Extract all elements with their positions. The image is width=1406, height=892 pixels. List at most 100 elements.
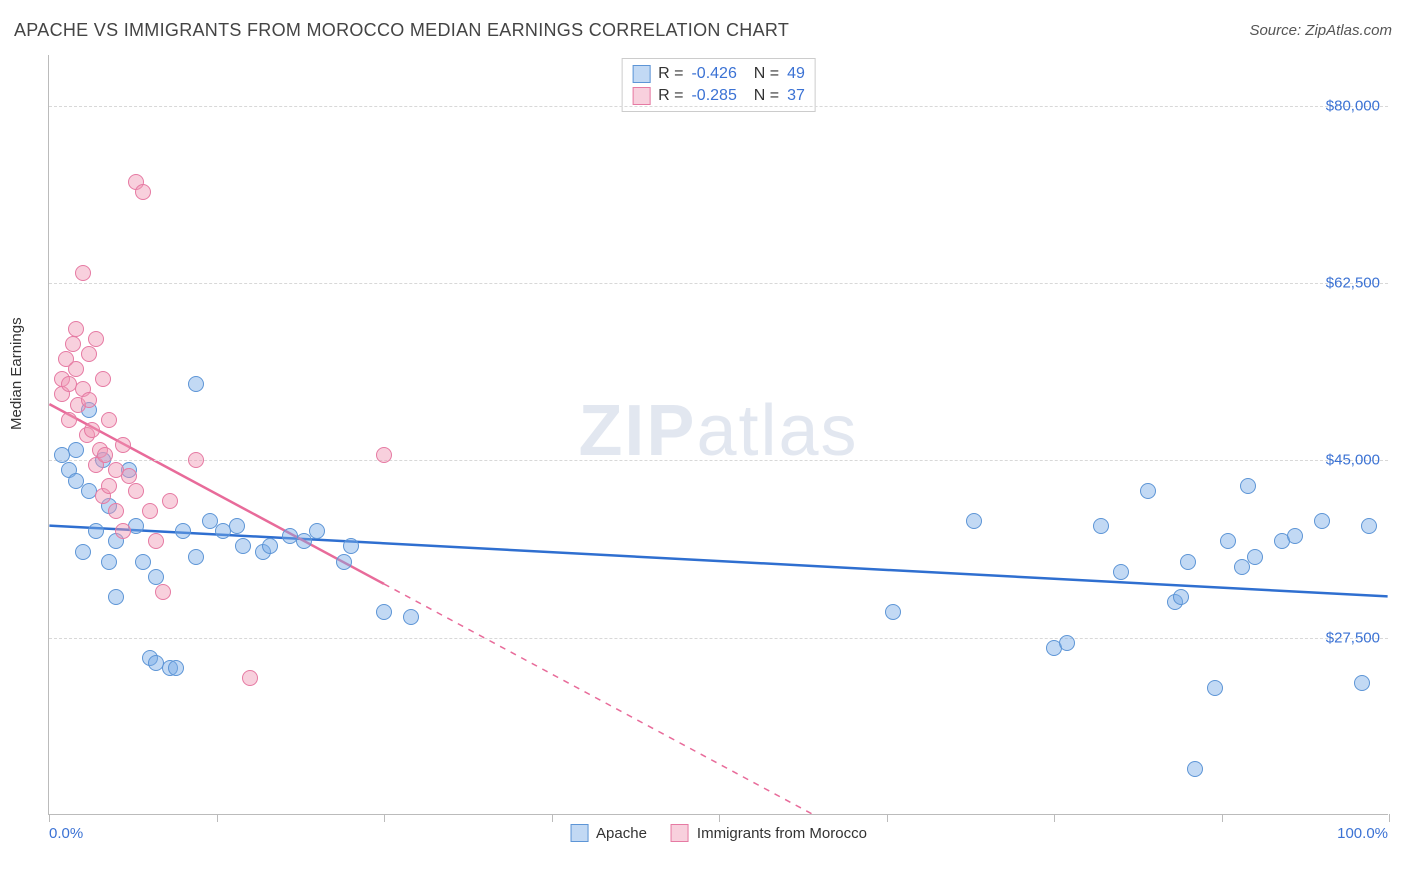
legend-item: Apache [570, 824, 647, 842]
data-point [336, 554, 352, 570]
legend-swatch [632, 65, 650, 83]
x-tick [1222, 814, 1223, 822]
data-point [148, 533, 164, 549]
y-tick-label: $80,000 [1326, 97, 1380, 114]
data-point [242, 670, 258, 686]
data-point [75, 265, 91, 281]
x-tick [49, 814, 50, 822]
data-point [296, 533, 312, 549]
data-point [75, 544, 91, 560]
y-tick-label: $62,500 [1326, 275, 1380, 292]
y-tick-label: $27,500 [1326, 629, 1380, 646]
x-tick [719, 814, 720, 822]
chart-title: APACHE VS IMMIGRANTS FROM MOROCCO MEDIAN… [14, 20, 789, 41]
x-axis-max-label: 100.0% [1337, 825, 1388, 842]
data-point [162, 493, 178, 509]
x-tick [1389, 814, 1390, 822]
data-point [1180, 554, 1196, 570]
data-point [88, 523, 104, 539]
data-point [121, 468, 137, 484]
data-point [135, 184, 151, 200]
data-point [1140, 483, 1156, 499]
data-point [188, 549, 204, 565]
data-point [403, 609, 419, 625]
data-point [108, 589, 124, 605]
data-point [115, 523, 131, 539]
data-point [1361, 518, 1377, 534]
source-attribution: Source: ZipAtlas.com [1249, 22, 1392, 39]
data-point [1173, 589, 1189, 605]
legend-item: Immigrants from Morocco [671, 824, 867, 842]
data-point [68, 442, 84, 458]
data-point [1207, 680, 1223, 696]
y-axis-label: Median Earnings [8, 317, 25, 430]
data-point [88, 331, 104, 347]
data-point [81, 392, 97, 408]
data-point [175, 523, 191, 539]
data-point [68, 361, 84, 377]
stats-row: R = -0.285 N = 37 [632, 85, 805, 107]
stats-legend: R = -0.426 N = 49R = -0.285 N = 37 [621, 58, 816, 112]
data-point [188, 452, 204, 468]
series-legend: Apache Immigrants from Morocco [570, 824, 867, 842]
data-point [142, 503, 158, 519]
data-point [65, 336, 81, 352]
x-tick [552, 814, 553, 822]
data-point [376, 604, 392, 620]
legend-label: Immigrants from Morocco [697, 825, 867, 842]
x-axis-min-label: 0.0% [49, 825, 83, 842]
data-point [343, 538, 359, 554]
data-point [101, 554, 117, 570]
data-point [97, 447, 113, 463]
gridline [49, 283, 1388, 284]
x-tick [217, 814, 218, 822]
data-point [309, 523, 325, 539]
data-point [101, 478, 117, 494]
data-point [168, 660, 184, 676]
data-point [1234, 559, 1250, 575]
watermark: ZIPatlas [578, 389, 858, 471]
legend-swatch [570, 824, 588, 842]
data-point [1354, 675, 1370, 691]
data-point [61, 412, 77, 428]
data-point [115, 437, 131, 453]
data-point [1240, 478, 1256, 494]
y-tick-label: $45,000 [1326, 452, 1380, 469]
data-point [95, 371, 111, 387]
plot-area: ZIPatlas R = -0.426 N = 49R = -0.285 N =… [48, 55, 1388, 815]
data-point [81, 346, 97, 362]
data-point [1059, 635, 1075, 651]
data-point [1093, 518, 1109, 534]
trend-lines [49, 55, 1388, 814]
data-point [376, 447, 392, 463]
data-point [188, 376, 204, 392]
legend-swatch [671, 824, 689, 842]
title-bar: APACHE VS IMMIGRANTS FROM MOROCCO MEDIAN… [14, 20, 1392, 41]
gridline [49, 106, 1388, 107]
data-point [966, 513, 982, 529]
data-point [1247, 549, 1263, 565]
legend-swatch [632, 87, 650, 105]
data-point [148, 569, 164, 585]
x-tick [887, 814, 888, 822]
data-point [262, 538, 278, 554]
data-point [1113, 564, 1129, 580]
data-point [235, 538, 251, 554]
data-point [1287, 528, 1303, 544]
x-tick [384, 814, 385, 822]
data-point [135, 554, 151, 570]
stats-row: R = -0.426 N = 49 [632, 63, 805, 85]
data-point [885, 604, 901, 620]
data-point [84, 422, 100, 438]
data-point [1187, 761, 1203, 777]
data-point [155, 584, 171, 600]
data-point [101, 412, 117, 428]
data-point [229, 518, 245, 534]
data-point [68, 321, 84, 337]
legend-label: Apache [596, 825, 647, 842]
data-point [1220, 533, 1236, 549]
data-point [108, 503, 124, 519]
gridline [49, 460, 1388, 461]
x-tick [1054, 814, 1055, 822]
data-point [128, 483, 144, 499]
